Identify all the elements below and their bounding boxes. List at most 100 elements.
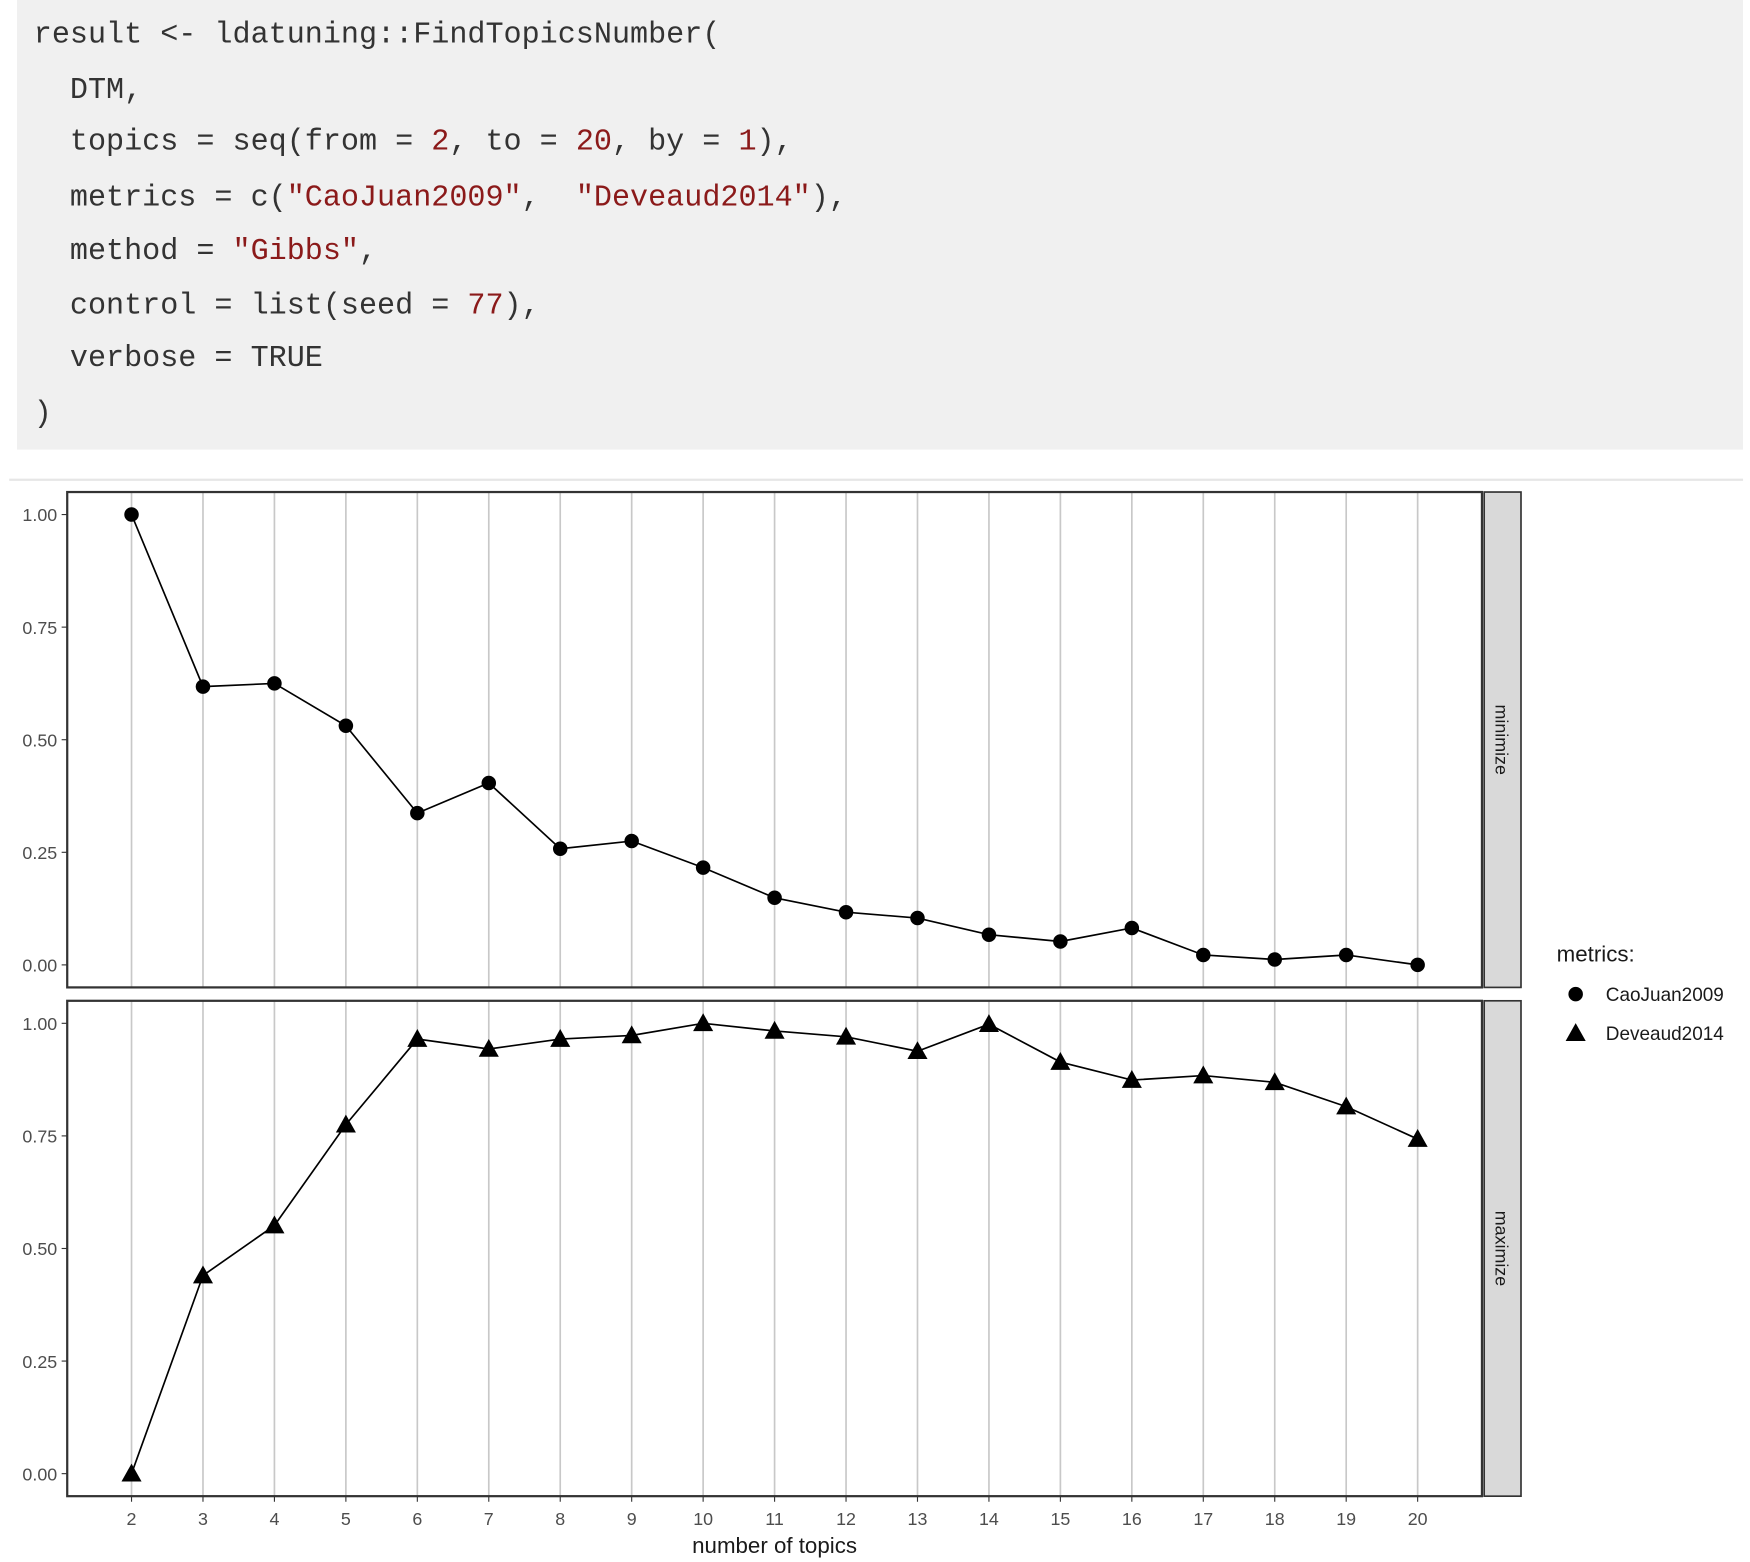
x-tick-label: 19	[1336, 1509, 1356, 1529]
y-tick-label: 0.50	[22, 1239, 57, 1259]
code-line: DTM,	[34, 74, 142, 108]
code-line: topics = seq(from = 2, to = 20, by = 1),	[34, 126, 793, 160]
strip	[1483, 491, 1522, 989]
x-axis-title: number of topics	[692, 1533, 857, 1558]
legend-title: metrics:	[1557, 942, 1635, 967]
point	[1267, 952, 1282, 967]
code-token: "Deveaud2014"	[576, 181, 811, 215]
y-tick-label: 0.75	[22, 1127, 57, 1147]
point	[1196, 947, 1211, 963]
strip-label: minimize	[1491, 705, 1511, 775]
y-tick-label: 1.00	[22, 505, 57, 525]
point	[981, 927, 997, 942]
code-token: metrics = c(	[34, 181, 287, 215]
point	[481, 775, 497, 791]
legend-label: Deveaud2014	[1606, 1024, 1724, 1045]
point	[267, 676, 282, 691]
code-token: ),	[504, 290, 540, 324]
code-token: topics = seq(from =	[34, 126, 432, 160]
point	[478, 1038, 499, 1057]
code-line: metrics = c("CaoJuan2009", "Deveaud2014"…	[34, 181, 847, 215]
point	[624, 833, 639, 849]
y-tick-label: 0.25	[22, 1352, 57, 1372]
code-token: 20	[576, 126, 612, 160]
strip-label: maximize	[1491, 1211, 1511, 1286]
x-tick-label: 6	[412, 1509, 422, 1529]
code-token: result <- ldatuning::FindTopicsNumber(	[34, 18, 721, 52]
point	[1264, 1072, 1285, 1091]
code-token: method =	[34, 235, 233, 269]
legend-marker	[1565, 1023, 1586, 1041]
x-tick-label: 17	[1193, 1509, 1213, 1529]
point	[195, 679, 211, 694]
x-tick-label: 20	[1408, 1509, 1428, 1529]
point	[264, 1215, 285, 1234]
point	[978, 1014, 999, 1033]
point	[621, 1025, 642, 1044]
code-token: verbose = TRUE	[34, 342, 323, 376]
code-block	[17, 0, 1744, 450]
x-tick-label: 9	[627, 1509, 637, 1529]
point	[767, 890, 782, 906]
y-tick-label: 0.00	[22, 1464, 57, 1484]
x-tick-label: 10	[693, 1509, 713, 1529]
code-token: , by =	[612, 126, 738, 160]
x-tick-label: 12	[836, 1509, 856, 1529]
legend-label: CaoJuan2009	[1606, 985, 1724, 1006]
x-tick-label: 18	[1265, 1509, 1285, 1529]
code-token: ),	[757, 126, 793, 160]
strip	[1483, 999, 1522, 1498]
x-tick-label: 3	[198, 1509, 208, 1529]
point	[1121, 1070, 1142, 1088]
x-tick-label: 13	[908, 1509, 928, 1529]
point	[552, 841, 568, 856]
x-tick-label: 15	[1050, 1509, 1070, 1529]
code-line: )	[34, 398, 52, 432]
x-tick-label: 14	[979, 1509, 999, 1529]
code-token: "CaoJuan2009"	[287, 181, 522, 215]
code-token: control = list(seed =	[34, 290, 468, 324]
point	[407, 1029, 428, 1047]
x-tick-label: 8	[555, 1509, 565, 1529]
x-tick-label: 2	[127, 1509, 137, 1529]
code-line: control = list(seed = 77),	[34, 290, 540, 324]
code-token: ),	[811, 181, 847, 215]
x-tick-label: 11	[765, 1509, 784, 1529]
x-tick-label: 16	[1122, 1509, 1142, 1529]
code-line: method = "Gibbs",	[34, 235, 377, 269]
y-tick-label: 0.00	[22, 956, 57, 976]
code-line: verbose = TRUE	[34, 342, 323, 376]
code-token: )	[34, 398, 52, 432]
point	[838, 904, 854, 920]
point	[1407, 1129, 1428, 1147]
code-token: 2	[431, 126, 449, 160]
point	[1050, 1052, 1071, 1070]
y-tick-label: 0.50	[22, 730, 57, 750]
point	[1410, 957, 1425, 973]
point	[1338, 947, 1354, 963]
code-line: result <- ldatuning::FindTopicsNumber(	[34, 18, 721, 52]
point	[550, 1029, 571, 1047]
code-token: "Gibbs"	[233, 235, 359, 269]
code-token: ,	[359, 235, 377, 269]
x-tick-label: 4	[269, 1509, 279, 1529]
code-token: 77	[467, 290, 503, 324]
point	[1053, 934, 1068, 949]
legend-marker	[1568, 986, 1583, 1002]
x-tick-label: 7	[484, 1509, 494, 1529]
point	[1124, 920, 1140, 936]
y-tick-label: 1.00	[22, 1014, 57, 1034]
point	[910, 910, 925, 926]
point	[1193, 1065, 1214, 1084]
point	[410, 805, 425, 821]
code-token: 1	[738, 126, 756, 160]
y-tick-label: 0.25	[22, 843, 57, 863]
code-token: , to =	[449, 126, 575, 160]
x-tick-label: 5	[341, 1509, 351, 1529]
point	[338, 718, 354, 734]
point	[121, 1463, 142, 1482]
point	[335, 1114, 356, 1133]
point	[764, 1020, 785, 1039]
point	[695, 860, 711, 875]
